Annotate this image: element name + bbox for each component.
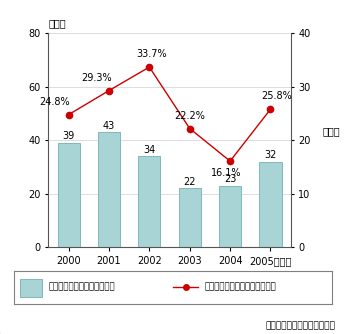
Bar <box>219 186 241 247</box>
Text: 各証券取引所資料により作成: 各証券取引所資料により作成 <box>266 322 336 331</box>
Text: 24.8%: 24.8% <box>39 97 70 107</box>
Text: 33.7%: 33.7% <box>136 49 167 59</box>
Text: 32: 32 <box>264 150 277 160</box>
FancyBboxPatch shape <box>20 279 43 297</box>
Text: 43: 43 <box>103 121 115 131</box>
Text: 22.2%: 22.2% <box>174 111 205 121</box>
Bar <box>179 188 201 247</box>
Text: 39: 39 <box>63 131 75 141</box>
Text: 25.8%: 25.8% <box>261 91 292 101</box>
Bar <box>138 156 161 247</box>
Text: 新規上場情報通信関連企業数: 新規上場情報通信関連企業数 <box>49 283 116 292</box>
Text: （％）: （％） <box>323 126 340 136</box>
Bar <box>57 143 80 247</box>
Bar <box>98 132 120 247</box>
Text: 16.1%: 16.1% <box>211 168 241 178</box>
Text: 34: 34 <box>143 145 155 155</box>
Bar <box>260 162 282 247</box>
Text: 23: 23 <box>224 174 236 184</box>
Text: （数）: （数） <box>48 18 66 28</box>
Text: 29.3%: 29.3% <box>82 72 112 82</box>
Text: 全新規上場企業数に占める比率: 全新規上場企業数に占める比率 <box>205 283 276 292</box>
Text: 22: 22 <box>183 177 196 187</box>
